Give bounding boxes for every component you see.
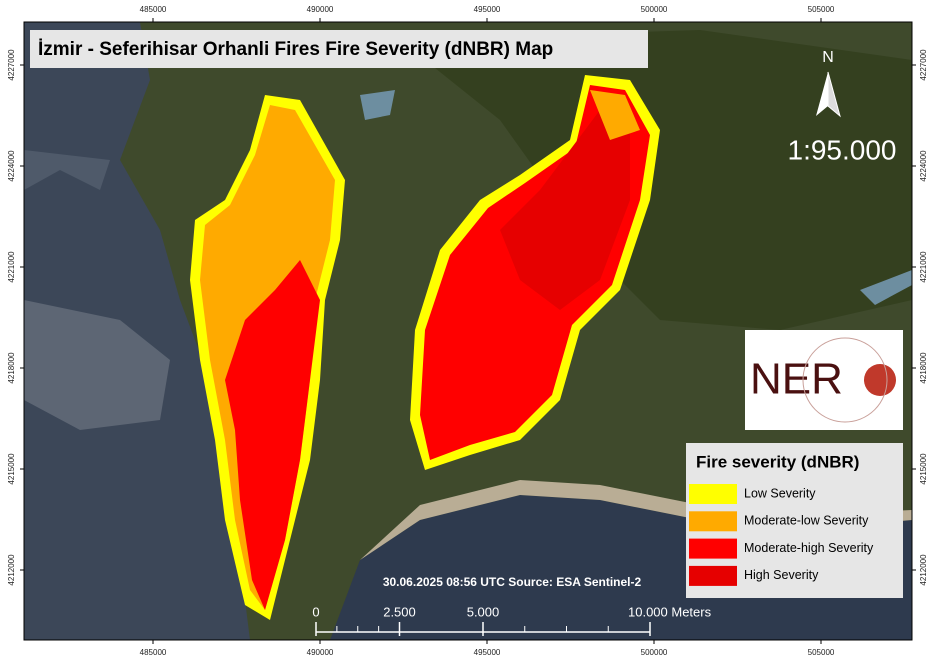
legend-swatch bbox=[689, 538, 737, 559]
x-coord-label: 500000 bbox=[641, 5, 668, 14]
x-coord-label: 485000 bbox=[140, 5, 167, 14]
y-coord-label: 4215000 bbox=[7, 453, 16, 485]
river bbox=[860, 270, 912, 305]
x-coord-label: 495000 bbox=[474, 5, 501, 14]
y-coord-label: 4227000 bbox=[919, 49, 928, 81]
north-arrow: N bbox=[816, 49, 841, 118]
scale-label: 0 bbox=[312, 604, 319, 619]
forest bbox=[400, 30, 912, 330]
legend-swatch bbox=[689, 511, 737, 532]
y-coord-label: 4224000 bbox=[7, 150, 16, 182]
arrow-left bbox=[816, 72, 828, 116]
sea-bay bbox=[24, 150, 110, 190]
legend-label: Low Severity bbox=[744, 486, 816, 500]
y-coord-label: 4224000 bbox=[919, 150, 928, 182]
basemap bbox=[24, 22, 912, 640]
x-coord-label: 505000 bbox=[808, 648, 835, 657]
x-coord-label: 490000 bbox=[307, 5, 334, 14]
map-border bbox=[23, 21, 913, 641]
logo-ring bbox=[802, 337, 888, 423]
title-box bbox=[30, 30, 648, 68]
legend-label: High Severity bbox=[744, 568, 819, 582]
burn-mod-low bbox=[590, 90, 640, 140]
x-coord-label: 485000 bbox=[140, 648, 167, 657]
scale-label: 10.000 Meters bbox=[628, 604, 712, 619]
scale-ratio: 1:95.000 bbox=[788, 134, 897, 165]
legend-swatch bbox=[689, 484, 737, 504]
source: 30.06.2025 08:56 UTC Source: ESA Sentine… bbox=[383, 575, 642, 589]
scale-bar: 0 2.500 5.000 10.000 Meters bbox=[312, 604, 712, 636]
y-coord-label: 4221000 bbox=[919, 251, 928, 283]
scale-label: 2.500 bbox=[383, 604, 416, 619]
y-coord-label: 4227000 bbox=[7, 49, 16, 81]
legend-label: Moderate-high Severity bbox=[744, 541, 874, 555]
y-coord-label: 4221000 bbox=[7, 251, 16, 283]
reservoir bbox=[360, 90, 395, 120]
x-coord-label: 505000 bbox=[808, 5, 835, 14]
y-coord-label: 4212000 bbox=[919, 554, 928, 586]
arrow-right bbox=[827, 71, 841, 118]
legend-title: Fire severity (dNBR) bbox=[696, 452, 859, 471]
legend-swatch bbox=[689, 565, 737, 586]
y-coord-label: 4218000 bbox=[7, 352, 16, 384]
y-coord-label: 4218000 bbox=[919, 352, 928, 384]
y-coord-label: 4212000 bbox=[7, 554, 16, 586]
scale-label: 5.000 bbox=[467, 604, 500, 619]
haze bbox=[24, 300, 170, 430]
burn-high bbox=[500, 110, 630, 310]
legend-label: Moderate-low Severity bbox=[744, 514, 869, 528]
x-coord-label: 500000 bbox=[641, 648, 668, 657]
coordinate-grid: 485000 485000 490000 490000 495000 495000 5000… bbox=[7, 5, 928, 657]
y-coord-label: 4215000 bbox=[919, 453, 928, 485]
title: İzmir - Seferihisar Orhanli Fires Fire S… bbox=[38, 39, 553, 60]
coast-town bbox=[360, 480, 912, 560]
logo-swirl bbox=[864, 364, 896, 396]
north-label: N bbox=[822, 49, 834, 66]
legend-items: Low Severity Moderate-low Severity Moderat… bbox=[689, 484, 874, 586]
logo: NER bbox=[750, 355, 843, 404]
x-coord-label: 490000 bbox=[307, 648, 334, 657]
x-coord-label: 495000 bbox=[474, 648, 501, 657]
burn-mod-high bbox=[225, 260, 320, 610]
